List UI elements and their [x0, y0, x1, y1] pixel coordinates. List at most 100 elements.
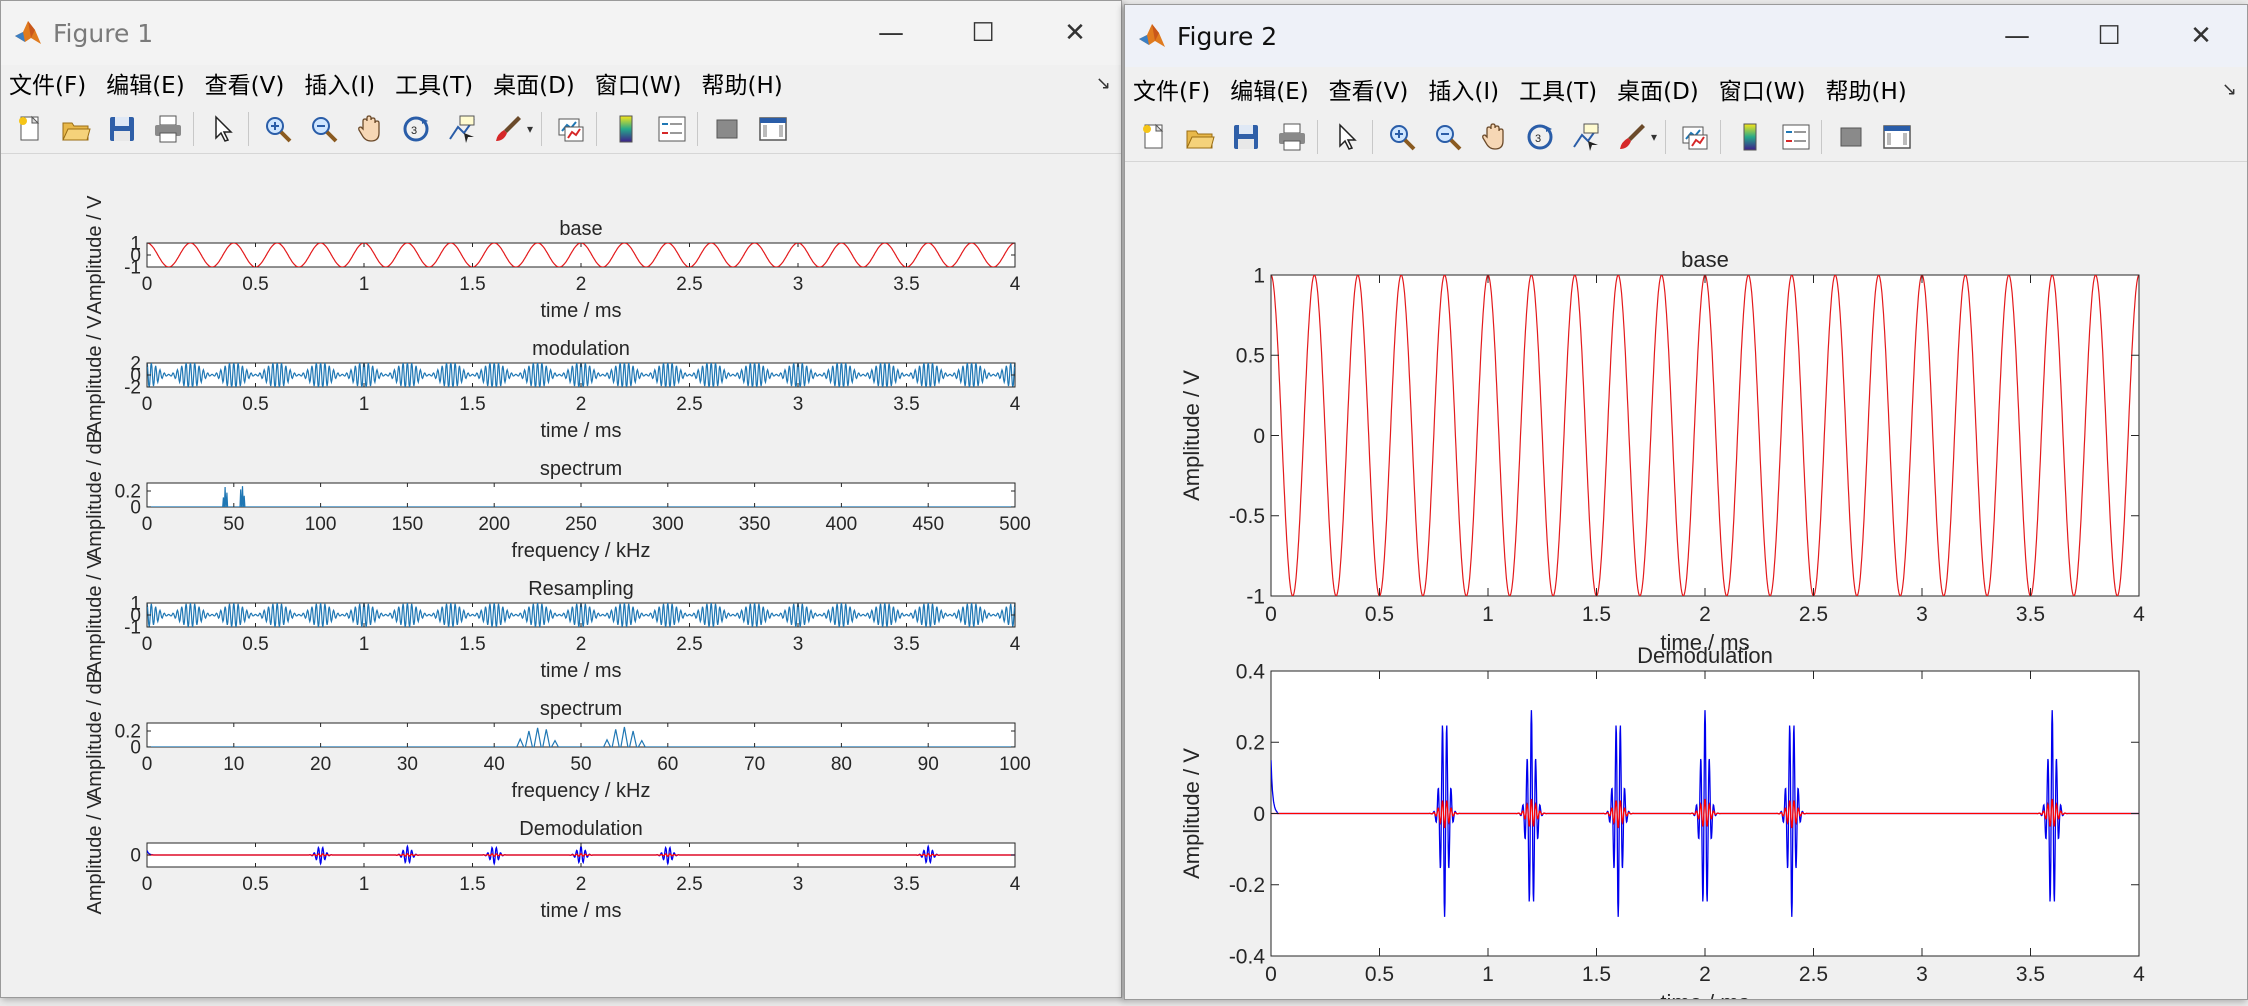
- minimize-button[interactable]: —: [2004, 21, 2030, 51]
- brush-icon: [1620, 124, 1645, 149]
- x-tick-label: 70: [744, 754, 765, 775]
- rotate-3d-button[interactable]: 3: [1523, 120, 1557, 154]
- save-icon: [1234, 125, 1258, 149]
- x-tick-label: 4: [2133, 603, 2145, 626]
- menu-edit[interactable]: 编辑(E): [1230, 79, 1309, 105]
- x-tick-label: 1: [359, 634, 370, 655]
- menu-window[interactable]: 窗口(W): [1718, 79, 1806, 105]
- menu-tools[interactable]: 工具(T): [395, 73, 474, 99]
- menu-file[interactable]: 文件(F): [9, 73, 87, 99]
- show-plot-tools-button[interactable]: [756, 112, 790, 146]
- data-cursor-icon: [1573, 123, 1599, 151]
- y-tick-label: 2: [130, 354, 141, 375]
- x-tick-label: 300: [652, 514, 684, 535]
- menu-insert[interactable]: 插入(I): [1428, 79, 1500, 105]
- pointer-button[interactable]: [1330, 120, 1364, 154]
- svg-text:3: 3: [1535, 133, 1541, 145]
- x-tick-label: 1.5: [1582, 963, 1611, 986]
- save-button[interactable]: [105, 112, 139, 146]
- menu-insert[interactable]: 插入(I): [304, 73, 376, 99]
- axes-spectrum: 0 50 100 150 200 250 300 350 400 450 500 00.2 spectr…: [84, 430, 1031, 562]
- zoom-out-button[interactable]: [1431, 120, 1465, 154]
- menu-file[interactable]: 文件(F): [1133, 79, 1211, 105]
- zoom-in-button[interactable]: [261, 112, 295, 146]
- x-tick-label: 2.5: [676, 634, 702, 655]
- pan-hand-button[interactable]: [353, 112, 387, 146]
- toolbar-separator: [1372, 120, 1373, 154]
- figure-1-window[interactable]: Figure 1 — ☐ ✕ 文件(F) 编辑(E) 查看(V) 插入(I) 工…: [0, 0, 1122, 998]
- y-tick-label: -0.2: [1229, 874, 1265, 897]
- filtered-signal-line: [147, 853, 1015, 857]
- new-figure-button[interactable]: [1137, 120, 1171, 154]
- y-axis-label: Amplitude / dB: [84, 670, 106, 800]
- rotate-3d-button[interactable]: 3: [399, 112, 433, 146]
- y-tick-label: -0.4: [1229, 945, 1266, 968]
- menu-window[interactable]: 窗口(W): [594, 73, 682, 99]
- legend-button[interactable]: [1779, 120, 1813, 154]
- save-button[interactable]: [1229, 120, 1263, 154]
- maximize-button[interactable]: ☐: [971, 18, 995, 48]
- x-tick-label: 3: [793, 874, 804, 895]
- pointer-button[interactable]: [206, 112, 240, 146]
- zoom-in-button[interactable]: [1385, 120, 1419, 154]
- menu-tools[interactable]: 工具(T): [1519, 79, 1598, 105]
- print-button[interactable]: [151, 112, 185, 146]
- y-tick-label: -0.5: [1229, 505, 1265, 528]
- show-plot-tools-button[interactable]: [1880, 120, 1914, 154]
- brush-button[interactable]: [1615, 120, 1649, 154]
- legend-button[interactable]: [655, 112, 689, 146]
- menu-desktop[interactable]: 桌面(D): [493, 73, 575, 99]
- maximize-button[interactable]: ☐: [2097, 21, 2121, 51]
- hide-plot-tools-button[interactable]: [1834, 120, 1868, 154]
- axes-demodulation: 0 0.5 1 1.5 2 2.5 3 3.5 4 -0.4 -0.2 0 0.2 0.4 Demodula…: [1179, 643, 2145, 999]
- colorbar-button[interactable]: [609, 112, 643, 146]
- axes-title: Demodulation: [519, 818, 642, 840]
- axes-base: 0 0.5 1 1.5 2 2.5 3 3.5 4 -1 -0.5 0 0.5 1 base time / m…: [1179, 247, 2145, 655]
- title-bar[interactable]: Figure 1 — ☐ ✕: [1, 1, 1121, 65]
- hide-plot-tools-button[interactable]: [710, 112, 744, 146]
- dock-arrow-icon[interactable]: ↘: [2221, 78, 2237, 100]
- menu-desktop[interactable]: 桌面(D): [1617, 79, 1699, 105]
- close-button[interactable]: ✕: [1064, 18, 1086, 48]
- close-button[interactable]: ✕: [2190, 21, 2212, 51]
- x-tick-label: 10: [223, 754, 244, 775]
- menu-help[interactable]: 帮助(H): [1825, 79, 1907, 105]
- x-tick-label: 0: [1265, 963, 1277, 986]
- y-tick-label: 0: [130, 846, 141, 867]
- link-plot-button[interactable]: [554, 112, 588, 146]
- brush-dropdown-arrow-icon[interactable]: ▾: [527, 122, 534, 136]
- menu-view[interactable]: 查看(V): [1328, 79, 1409, 105]
- zoom-out-icon: [1436, 125, 1462, 151]
- new-figure-button[interactable]: [13, 112, 47, 146]
- axes-title: base: [1681, 247, 1729, 272]
- minimize-button[interactable]: —: [878, 18, 904, 48]
- x-tick-label: 50: [223, 514, 244, 535]
- brush-button[interactable]: [491, 112, 525, 146]
- menu-help[interactable]: 帮助(H): [701, 73, 783, 99]
- pan-hand-button[interactable]: [1477, 120, 1511, 154]
- axes-title: Demodulation: [1637, 643, 1773, 668]
- x-tick-label: 50: [570, 754, 591, 775]
- zoom-out-button[interactable]: [307, 112, 341, 146]
- brush-dropdown-arrow-icon[interactable]: ▾: [1651, 130, 1658, 144]
- data-cursor-button[interactable]: [1569, 120, 1603, 154]
- toolbar-separator: [697, 112, 699, 146]
- menu-edit[interactable]: 编辑(E): [106, 73, 185, 99]
- colorbar-button[interactable]: [1733, 120, 1767, 154]
- title-bar[interactable]: Figure 2 — ☐ ✕: [1125, 5, 2247, 67]
- print-button[interactable]: [1275, 120, 1309, 154]
- data-cursor-button[interactable]: [445, 112, 479, 146]
- x-tick-label: 0: [142, 274, 153, 295]
- open-button[interactable]: [1183, 120, 1217, 154]
- spectrum-line: [147, 726, 1015, 747]
- x-axis-label: time / ms: [540, 900, 621, 922]
- menu-view[interactable]: 查看(V): [204, 73, 285, 99]
- figure-2-window[interactable]: Figure 2 — ☐ ✕ 文件(F) 编辑(E) 查看(V) 插入(I) 工…: [1124, 4, 2248, 1000]
- y-tick-label: 0: [1253, 803, 1265, 826]
- dock-arrow-icon[interactable]: ↘: [1095, 72, 1111, 94]
- x-tick-label: 3.5: [893, 634, 919, 655]
- zoom-in-icon: [266, 117, 292, 143]
- x-axis-label: frequency / kHz: [512, 780, 651, 802]
- link-plot-button[interactable]: [1678, 120, 1712, 154]
- open-button[interactable]: [59, 112, 93, 146]
